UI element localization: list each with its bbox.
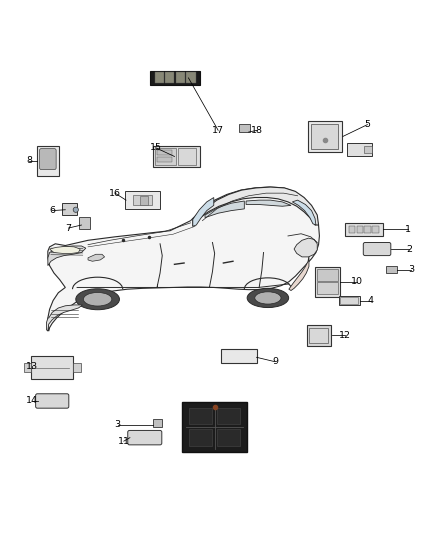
Bar <box>182 402 247 453</box>
Bar <box>125 191 160 209</box>
Polygon shape <box>193 187 318 227</box>
Polygon shape <box>48 246 86 265</box>
Text: 13: 13 <box>26 361 38 370</box>
Bar <box>314 267 340 297</box>
Bar <box>62 203 77 215</box>
FancyBboxPatch shape <box>39 149 56 169</box>
Polygon shape <box>49 246 80 253</box>
Bar <box>155 148 176 165</box>
Bar <box>152 146 200 167</box>
Polygon shape <box>88 254 105 261</box>
Polygon shape <box>246 200 291 206</box>
Bar <box>347 142 372 157</box>
Bar <box>307 120 342 152</box>
Bar <box>386 265 397 273</box>
Text: 10: 10 <box>350 277 363 286</box>
Bar <box>32 357 73 379</box>
FancyBboxPatch shape <box>128 431 162 445</box>
Bar <box>155 72 164 83</box>
Text: 3: 3 <box>115 420 121 429</box>
Bar <box>141 196 148 205</box>
Bar <box>37 146 59 176</box>
Bar <box>372 226 378 233</box>
Text: 5: 5 <box>364 120 371 129</box>
Bar <box>339 296 360 305</box>
Text: 3: 3 <box>408 265 414 274</box>
Bar <box>346 223 382 236</box>
Polygon shape <box>205 201 244 217</box>
Bar <box>221 350 257 362</box>
Bar <box>176 72 185 83</box>
Bar <box>317 282 338 294</box>
Bar <box>364 226 371 233</box>
Ellipse shape <box>247 288 289 308</box>
Bar <box>307 325 331 346</box>
Bar <box>357 226 363 233</box>
Text: 6: 6 <box>49 206 55 215</box>
Bar <box>217 408 240 424</box>
Ellipse shape <box>255 292 281 304</box>
Text: 11: 11 <box>118 437 130 446</box>
Bar <box>133 195 152 205</box>
Bar <box>317 269 338 281</box>
Text: 2: 2 <box>406 245 412 254</box>
Text: 4: 4 <box>368 296 374 305</box>
Polygon shape <box>193 198 214 227</box>
Bar <box>239 124 250 132</box>
Text: 1: 1 <box>405 225 410 234</box>
Bar <box>73 362 81 372</box>
Text: 14: 14 <box>26 397 38 406</box>
Bar <box>349 226 355 233</box>
Bar <box>186 72 196 83</box>
Bar <box>152 419 162 427</box>
Bar <box>309 328 328 343</box>
Bar <box>340 297 358 304</box>
Polygon shape <box>48 187 319 331</box>
Bar <box>364 146 372 153</box>
Polygon shape <box>294 238 317 257</box>
Ellipse shape <box>83 293 112 306</box>
Text: 16: 16 <box>109 189 121 198</box>
Polygon shape <box>292 200 316 225</box>
Text: 15: 15 <box>150 143 162 152</box>
Bar <box>217 430 240 446</box>
FancyBboxPatch shape <box>35 394 69 408</box>
Bar <box>178 148 196 165</box>
Bar <box>311 124 338 149</box>
Bar <box>150 71 201 85</box>
Text: 12: 12 <box>339 331 351 340</box>
Bar <box>157 157 172 162</box>
Bar <box>165 72 174 83</box>
Ellipse shape <box>76 289 120 310</box>
Polygon shape <box>46 305 83 331</box>
FancyBboxPatch shape <box>363 243 391 256</box>
Text: 7: 7 <box>65 223 71 232</box>
Bar <box>189 408 212 424</box>
Polygon shape <box>289 256 309 290</box>
Text: 18: 18 <box>251 126 263 135</box>
Bar <box>189 430 212 446</box>
Text: 8: 8 <box>26 156 32 165</box>
Bar <box>24 362 32 372</box>
Bar <box>157 150 172 155</box>
Bar <box>79 217 90 229</box>
Text: 9: 9 <box>272 357 278 366</box>
Ellipse shape <box>73 207 78 212</box>
Text: 17: 17 <box>212 126 224 135</box>
